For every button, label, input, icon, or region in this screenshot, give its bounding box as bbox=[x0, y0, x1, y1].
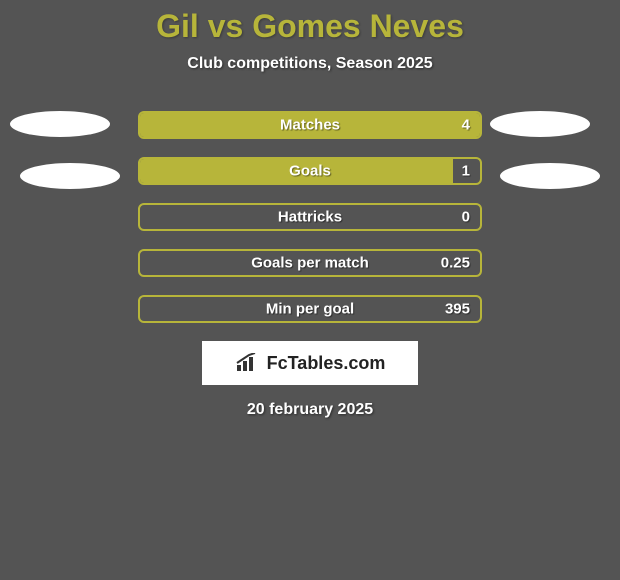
bar-label: Hattricks bbox=[140, 209, 480, 226]
bar-row: Goals1 bbox=[138, 157, 482, 185]
brand-box: FcTables.com bbox=[202, 341, 418, 385]
decor-ellipse bbox=[490, 111, 590, 137]
bar-label: Matches bbox=[140, 117, 480, 134]
bar-row: Goals per match0.25 bbox=[138, 249, 482, 277]
bar-value: 0 bbox=[462, 209, 470, 226]
bar-label: Goals per match bbox=[140, 255, 480, 272]
brand-text: FcTables.com bbox=[267, 353, 386, 374]
bar-value: 395 bbox=[445, 301, 470, 318]
decor-ellipse bbox=[10, 111, 110, 137]
bar-value: 1 bbox=[462, 163, 470, 180]
bar-list: Matches4Goals1Hattricks0Goals per match0… bbox=[138, 111, 482, 323]
bar-row: Hattricks0 bbox=[138, 203, 482, 231]
date-text: 20 february 2025 bbox=[0, 401, 620, 419]
bar-row: Min per goal395 bbox=[138, 295, 482, 323]
comparison-chart: Matches4Goals1Hattricks0Goals per match0… bbox=[0, 111, 620, 323]
brand-chart-icon bbox=[235, 353, 261, 373]
page-title: Gil vs Gomes Neves bbox=[0, 0, 620, 45]
bar-label: Min per goal bbox=[140, 301, 480, 318]
bar-label: Goals bbox=[140, 163, 480, 180]
bar-value: 4 bbox=[462, 117, 470, 134]
bar-row: Matches4 bbox=[138, 111, 482, 139]
decor-ellipse bbox=[20, 163, 120, 189]
page-subtitle: Club competitions, Season 2025 bbox=[0, 55, 620, 73]
decor-ellipse bbox=[500, 163, 600, 189]
bar-value: 0.25 bbox=[441, 255, 470, 272]
